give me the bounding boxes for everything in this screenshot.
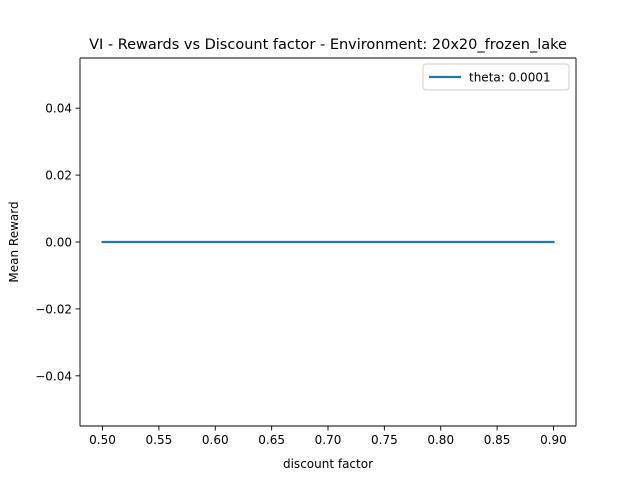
x-tick-label: 0.90 <box>540 433 567 447</box>
x-tick-label: 0.85 <box>484 433 511 447</box>
axes-frame <box>79 57 577 427</box>
legend-label: theta: 0.0001 <box>469 71 551 85</box>
y-tick-label: 0.04 <box>45 102 72 116</box>
y-tick-label: 0.02 <box>45 169 72 183</box>
y-axis-label: Mean Reward <box>7 201 21 282</box>
x-tick-label: 0.55 <box>146 433 173 447</box>
x-tick-label: 0.70 <box>315 433 342 447</box>
legend-box <box>422 63 570 91</box>
x-axis-ticks: 0.50 0.55 0.60 0.65 0.70 0.75 0.80 0.85 0.90 <box>89 426 567 447</box>
x-axis-label: discount factor <box>283 457 373 471</box>
chart-title: VI - Rewards vs Discount factor - Enviro… <box>89 37 567 53</box>
legend: theta: 0.0001 <box>422 63 570 91</box>
x-tick-label: 0.60 <box>202 433 229 447</box>
x-tick-label: 0.50 <box>89 433 116 447</box>
y-tick-label: −0.02 <box>35 302 72 316</box>
x-tick-label: 0.75 <box>371 433 398 447</box>
x-tick-label: 0.65 <box>258 433 285 447</box>
x-tick-label: 0.80 <box>427 433 454 447</box>
y-tick-label: 0.00 <box>45 236 72 250</box>
y-tick-label: −0.04 <box>35 369 72 383</box>
y-axis-ticks: −0.04 −0.02 0.00 0.02 0.04 <box>35 102 80 383</box>
